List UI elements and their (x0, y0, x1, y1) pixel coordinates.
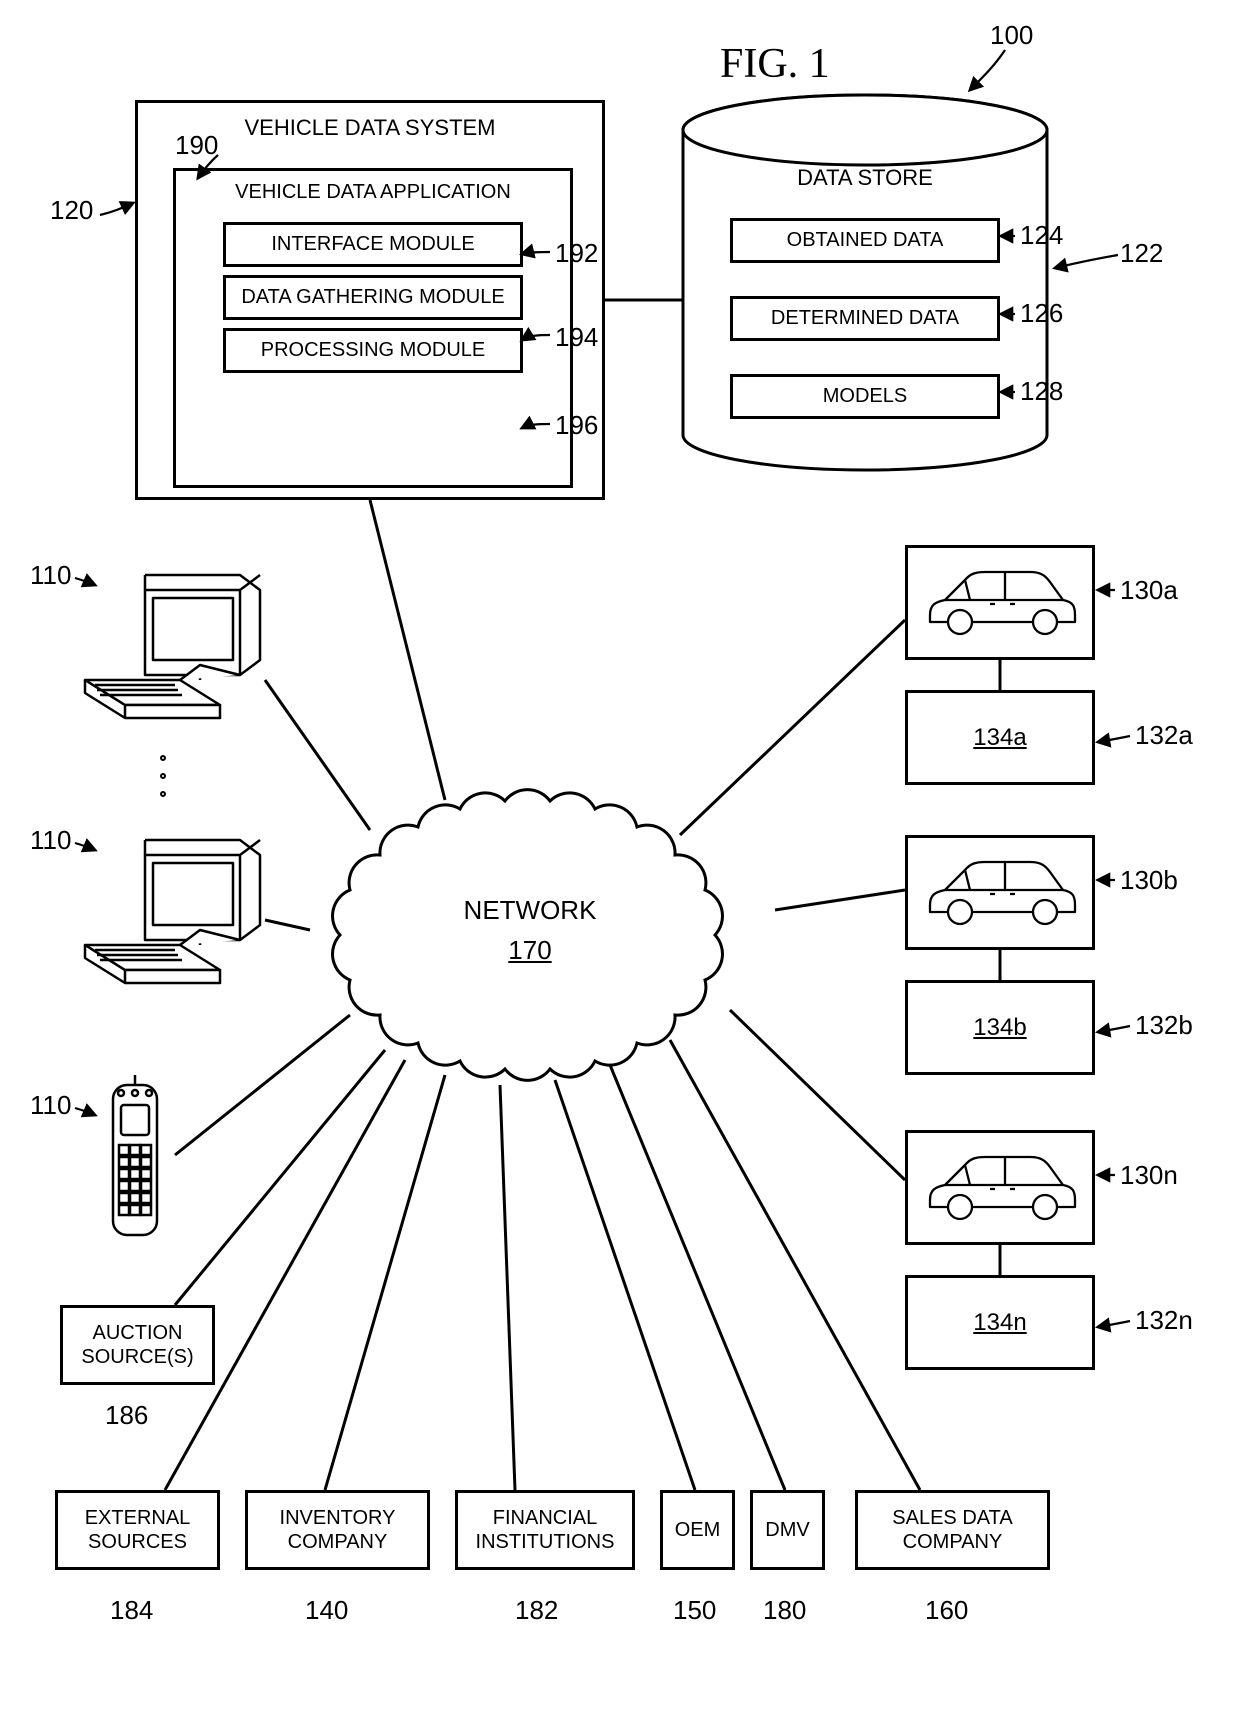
dealer-car-box-b (905, 835, 1095, 950)
auction-box: AUCTION SOURCE(S) (60, 1305, 215, 1385)
ref-130a: 130a (1120, 575, 1178, 606)
ref-110a: 110 (30, 560, 71, 591)
ds-obtained: OBTAINED DATA (730, 218, 1000, 263)
vehicle-data-app-box: VEHICLE DATA APPLICATION INTERFACE MODUL… (173, 168, 573, 488)
ref-186: 186 (105, 1400, 148, 1431)
ref-132b: 132b (1135, 1010, 1193, 1041)
datastore-title: DATA STORE (680, 165, 1050, 191)
ref-140: 140 (305, 1595, 348, 1626)
ds-determined-label: DETERMINED DATA (771, 307, 959, 329)
sales-data-box: SALES DATA COMPANY (855, 1490, 1050, 1570)
ref-overall: 100 (990, 20, 1033, 51)
network-label: NETWORK (280, 895, 780, 926)
dealer-car-box-a (905, 545, 1095, 660)
ref-110c: 110 (30, 1090, 71, 1121)
dealer-inner-n: 134n (973, 1309, 1026, 1337)
ref-132n: 132n (1135, 1305, 1193, 1336)
ref-128: 128 (1020, 376, 1063, 407)
oem-label: OEM (675, 1519, 721, 1542)
ref-132a: 132a (1135, 720, 1193, 751)
financial-label: FINANCIAL INSTITUTIONS (462, 1506, 628, 1554)
dealer-box-n: 134n (905, 1275, 1095, 1370)
external-sources-box: EXTERNAL SOURCES (55, 1490, 220, 1570)
ref-196: 196 (555, 410, 598, 441)
ref-190: 190 (175, 130, 218, 161)
ds-determined: DETERMINED DATA (730, 296, 1000, 341)
ds-obtained-label: OBTAINED DATA (787, 229, 944, 251)
ref-124: 124 (1020, 220, 1063, 251)
ref-184: 184 (110, 1595, 153, 1626)
auction-label: AUCTION SOURCE(S) (67, 1321, 208, 1369)
computer-icon-2 (75, 830, 265, 1000)
external-sources-label: EXTERNAL SOURCES (62, 1506, 213, 1554)
datastore-cylinder (680, 90, 1050, 480)
module-dg-label: DATA GATHERING MODULE (241, 286, 504, 308)
ds-models: MODELS (730, 374, 1000, 419)
network-ref: 170 (280, 935, 780, 966)
module-processing: PROCESSING MODULE (223, 328, 523, 373)
sales-data-label: SALES DATA COMPANY (862, 1506, 1043, 1554)
module-data-gathering: DATA GATHERING MODULE (223, 275, 523, 320)
app-title: VEHICLE DATA APPLICATION (176, 181, 570, 204)
figure-title: FIG. 1 (720, 40, 830, 88)
dealer-car-box-n (905, 1130, 1095, 1245)
ref-130n: 130n (1120, 1160, 1178, 1191)
ref-110b: 110 (30, 825, 71, 856)
figure-canvas: FIG. 1 100 VEHICLE DATA SYSTEM VEHICLE D… (0, 0, 1240, 1715)
ref-130b: 130b (1120, 865, 1178, 896)
car-icon (915, 1145, 1085, 1230)
inventory-company-label: INVENTORY COMPANY (252, 1506, 423, 1554)
dealer-box-a: 134a (905, 690, 1095, 785)
ellipsis-dots (160, 755, 166, 797)
inventory-company-box: INVENTORY COMPANY (245, 1490, 430, 1570)
ds-models-label: MODELS (823, 385, 907, 407)
dealer-inner-a: 134a (973, 724, 1026, 752)
ref-182: 182 (515, 1595, 558, 1626)
ref-150: 150 (673, 1595, 716, 1626)
dmv-label: DMV (765, 1519, 809, 1542)
module-interface: INTERFACE MODULE (223, 222, 523, 267)
ref-160: 160 (925, 1595, 968, 1626)
module-proc-label: PROCESSING MODULE (261, 339, 485, 361)
dealer-box-b: 134b (905, 980, 1095, 1075)
ref-122: 122 (1120, 238, 1163, 269)
ref-180: 180 (763, 1595, 806, 1626)
financial-box: FINANCIAL INSTITUTIONS (455, 1490, 635, 1570)
dmv-box: DMV (750, 1490, 825, 1570)
oem-box: OEM (660, 1490, 735, 1570)
ref-120: 120 (50, 195, 93, 226)
car-icon (915, 560, 1085, 645)
module-interface-label: INTERFACE MODULE (271, 233, 474, 255)
phone-icon (95, 1075, 175, 1245)
car-icon (915, 850, 1085, 935)
dealer-inner-b: 134b (973, 1014, 1026, 1042)
ref-192: 192 (555, 238, 598, 269)
ref-194: 194 (555, 322, 598, 353)
computer-icon-1 (75, 565, 265, 735)
ref-126: 126 (1020, 298, 1063, 329)
